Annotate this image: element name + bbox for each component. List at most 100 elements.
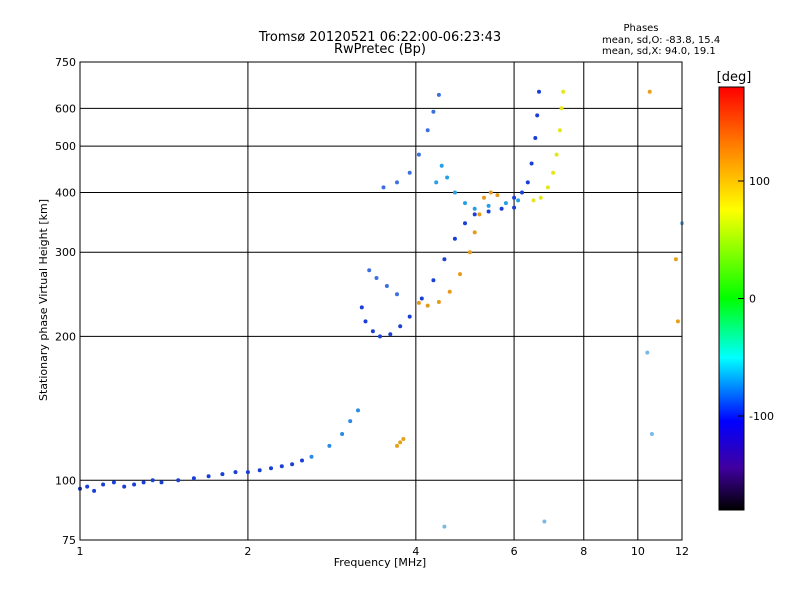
data-point: [447, 289, 452, 294]
x-tick-label: 4: [412, 545, 419, 558]
data-point: [141, 480, 146, 485]
data-point: [529, 161, 534, 166]
data-point: [512, 205, 517, 210]
y-tick-label: 300: [55, 246, 76, 259]
data-point: [482, 195, 486, 200]
data-point: [516, 198, 521, 203]
data-point: [374, 276, 379, 280]
grid: [80, 62, 682, 540]
data-point: [348, 419, 353, 424]
data-point: [472, 212, 477, 217]
data-point: [458, 272, 462, 277]
data-point: [452, 236, 457, 241]
data-point: [367, 268, 372, 273]
y-tick-label: 400: [55, 186, 76, 199]
y-tick-label: 500: [55, 140, 76, 153]
data-point: [300, 458, 304, 463]
data-point: [290, 462, 295, 467]
data-point: [486, 209, 491, 214]
data-point: [327, 443, 332, 448]
data-point: [92, 488, 97, 493]
data-point: [434, 180, 439, 185]
colorbar-label: [deg]: [717, 70, 752, 85]
data-point: [245, 470, 250, 475]
y-tick-label: 75: [62, 534, 76, 547]
data-point: [512, 195, 517, 200]
data-points: [78, 89, 684, 529]
data-point: [554, 152, 559, 157]
data-point: [416, 300, 421, 305]
data-point: [442, 257, 447, 262]
data-point: [439, 163, 444, 168]
data-point: [533, 136, 538, 140]
data-point: [452, 190, 457, 195]
data-point: [463, 201, 467, 206]
data-point: [537, 89, 541, 94]
data-point: [191, 476, 196, 481]
y-tick-label: 600: [55, 102, 76, 115]
data-point: [398, 440, 403, 445]
data-point: [495, 193, 500, 198]
y-tick-label: 200: [55, 330, 76, 343]
data-point: [488, 190, 493, 195]
data-point: [472, 230, 477, 235]
data-point: [445, 175, 450, 180]
phase-info-title: Phases: [623, 23, 658, 34]
data-point: [111, 480, 116, 485]
data-point: [520, 190, 524, 195]
data-point: [545, 185, 550, 190]
data-point: [122, 484, 127, 489]
data-point: [395, 180, 399, 185]
data-point: [85, 484, 90, 489]
data-point: [419, 296, 424, 301]
data-point: [503, 201, 508, 206]
y-tick-label: 100: [55, 474, 76, 487]
data-point: [525, 180, 530, 185]
data-point: [477, 212, 482, 217]
data-point: [675, 319, 680, 324]
x-tick-label: 10: [631, 545, 645, 558]
data-point: [649, 432, 654, 436]
x-tick-label: 8: [580, 545, 587, 558]
data-point: [557, 128, 562, 133]
colorbar-tick-label: 0: [749, 293, 756, 306]
data-point: [442, 524, 447, 529]
data-point: [359, 305, 364, 310]
plot-frame: [79, 61, 683, 541]
data-point: [395, 292, 399, 297]
data-point: [531, 198, 536, 203]
data-point: [388, 332, 393, 337]
data-point: [425, 303, 430, 308]
chart-subtitle: RwPretec (Bp): [334, 42, 426, 57]
data-point: [269, 466, 273, 471]
chart-title: Tromsø 20120521 06:22:00-06:23:43: [258, 30, 501, 45]
data-point: [407, 314, 412, 319]
data-point: [561, 89, 566, 94]
data-point: [425, 128, 430, 133]
data-point: [398, 324, 403, 329]
data-point: [467, 250, 472, 255]
x-tick-label: 6: [511, 545, 518, 558]
phase-info-line2: mean, sd,X: 94.0, 19.1: [602, 46, 716, 57]
data-point: [176, 478, 181, 483]
data-point: [499, 206, 504, 211]
data-point: [356, 408, 360, 413]
x-axis-label: Frequency [MHz]: [334, 556, 426, 569]
x-tick-label: 12: [675, 545, 689, 558]
y-tick-label: 750: [55, 56, 76, 69]
data-point: [381, 185, 386, 190]
colorbar-tick-label: -100: [749, 410, 774, 423]
data-point: [395, 443, 399, 448]
data-point: [673, 257, 678, 262]
data-point: [559, 106, 564, 111]
data-point: [542, 519, 547, 524]
data-point: [647, 89, 652, 94]
data-point: [233, 470, 238, 475]
data-point: [436, 92, 441, 97]
data-point: [472, 206, 477, 211]
data-point: [378, 334, 382, 339]
data-point: [206, 474, 211, 479]
data-point: [645, 350, 650, 355]
y-tick-labels: 75 100 200 300 400 500 600 750: [55, 56, 76, 547]
